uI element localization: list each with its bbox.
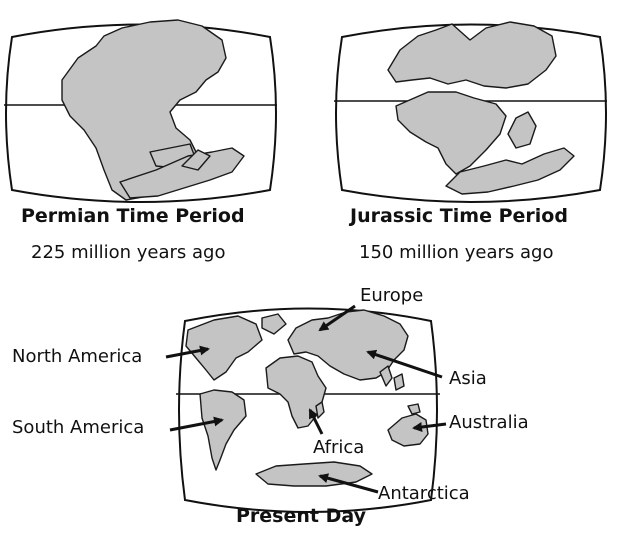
permian-title: Permian Time Period <box>21 205 245 227</box>
label-africa: Africa <box>313 437 365 458</box>
label-asia: Asia <box>449 368 487 389</box>
south-america-arrow <box>169 416 224 432</box>
jurassic-southeast-landmass <box>445 147 575 195</box>
jurassic-subtitle: 150 million years ago <box>359 242 554 263</box>
north-america-arrow <box>165 345 210 359</box>
antarctica-arrow <box>318 473 379 494</box>
permian-map <box>4 19 277 203</box>
label-north-america: North America <box>12 346 143 367</box>
australia-arrow <box>412 422 447 432</box>
permian-east-landmass <box>119 147 245 199</box>
present-day-title: Present Day <box>236 505 366 527</box>
jurassic-title: Jurassic Time Period <box>350 205 568 227</box>
label-antarctica: Antarctica <box>378 483 470 504</box>
jurassic-map <box>334 21 607 203</box>
label-europe: Europe <box>360 285 424 306</box>
permian-subtitle: 225 million years ago <box>31 242 226 263</box>
arrows <box>165 304 447 494</box>
present-day-map <box>176 307 440 513</box>
label-south-america: South America <box>12 417 145 438</box>
africa-arrow <box>308 408 324 435</box>
europe-arrow <box>318 304 356 332</box>
asia-arrow <box>366 349 443 379</box>
jurassic-south-landmass <box>395 91 507 175</box>
label-australia: Australia <box>449 412 529 433</box>
jurassic-north-landmass <box>387 21 557 89</box>
